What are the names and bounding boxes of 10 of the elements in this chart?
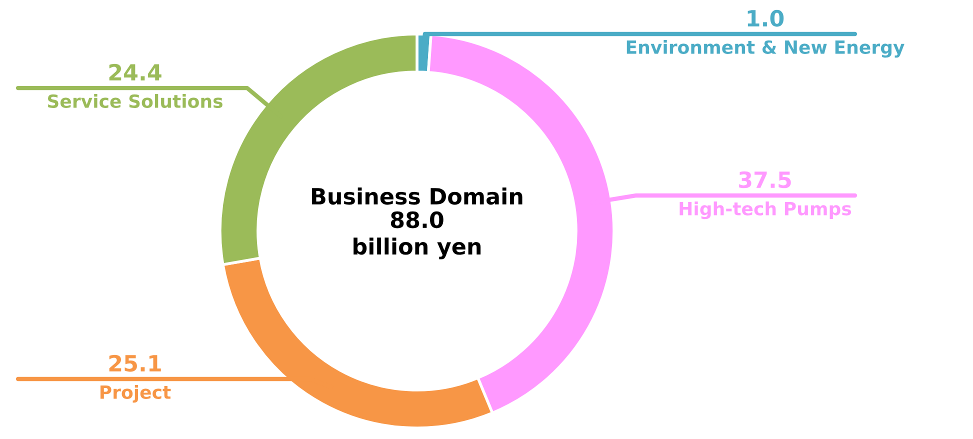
data-label: 24.4 <box>109 64 162 80</box>
text: 88.0 billion yen <box>354 211 481 260</box>
text: Business Domain <box>312 187 522 205</box>
slice-label: Project <box>100 385 171 403</box>
data-label: 37.5 <box>739 171 791 188</box>
slice-label: High-tech Pumps <box>680 201 852 220</box>
data-label: 1.0 <box>748 10 784 27</box>
data-label: 25.1 <box>109 354 161 372</box>
slice-label: Environment & New Energy <box>626 40 904 58</box>
slice-label: Service Solutions <box>48 94 222 108</box>
